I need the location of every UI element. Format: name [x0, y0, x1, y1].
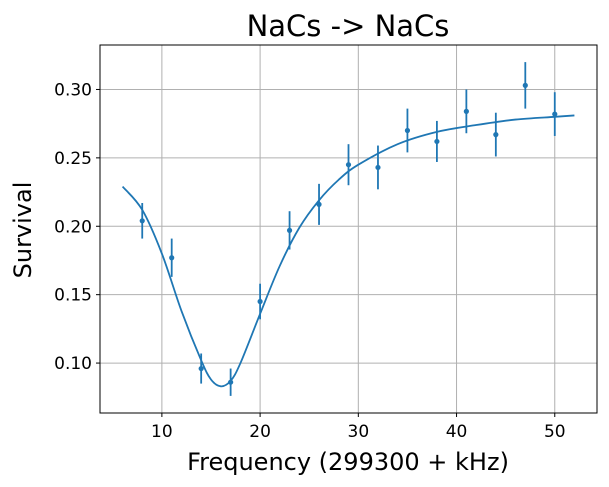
chart-title: NaCs -> NaCs [247, 9, 450, 43]
x-tick-label: 20 [249, 422, 271, 442]
x-tick-label: 50 [544, 422, 566, 442]
data-point [552, 111, 558, 117]
data-point [257, 298, 263, 305]
data-point [404, 127, 411, 134]
data-point [139, 218, 145, 224]
data-point [493, 132, 499, 138]
data-point [375, 164, 381, 171]
data-point [316, 201, 322, 207]
data-point [463, 108, 469, 114]
data-point [522, 82, 528, 88]
y-tick-label: 0.10 [54, 354, 92, 374]
x-tick-label: 40 [446, 422, 468, 442]
x-tick-label: 30 [348, 422, 370, 442]
y-tick-label: 0.30 [54, 80, 92, 100]
data-point [169, 255, 175, 261]
axis-ticks: 10 20 30 40 50 0.10 0.15 0.20 0.25 0.30 [54, 80, 565, 442]
y-tick-label: 0.20 [54, 217, 92, 237]
x-axis-label: Frequency (299300 + kHz) [187, 448, 509, 476]
fit-curve-line [121, 114, 575, 388]
plot-frame [99, 44, 598, 414]
data-marks [121, 62, 575, 396]
data-point [198, 365, 204, 372]
y-axis-label: Survival [9, 182, 37, 279]
y-tick-label: 0.15 [54, 286, 92, 306]
data-point [345, 162, 352, 168]
x-tick-label: 10 [151, 422, 173, 442]
data-point [434, 138, 440, 145]
data-point [286, 227, 293, 233]
data-point [228, 379, 234, 385]
y-tick-label: 0.25 [54, 149, 92, 169]
